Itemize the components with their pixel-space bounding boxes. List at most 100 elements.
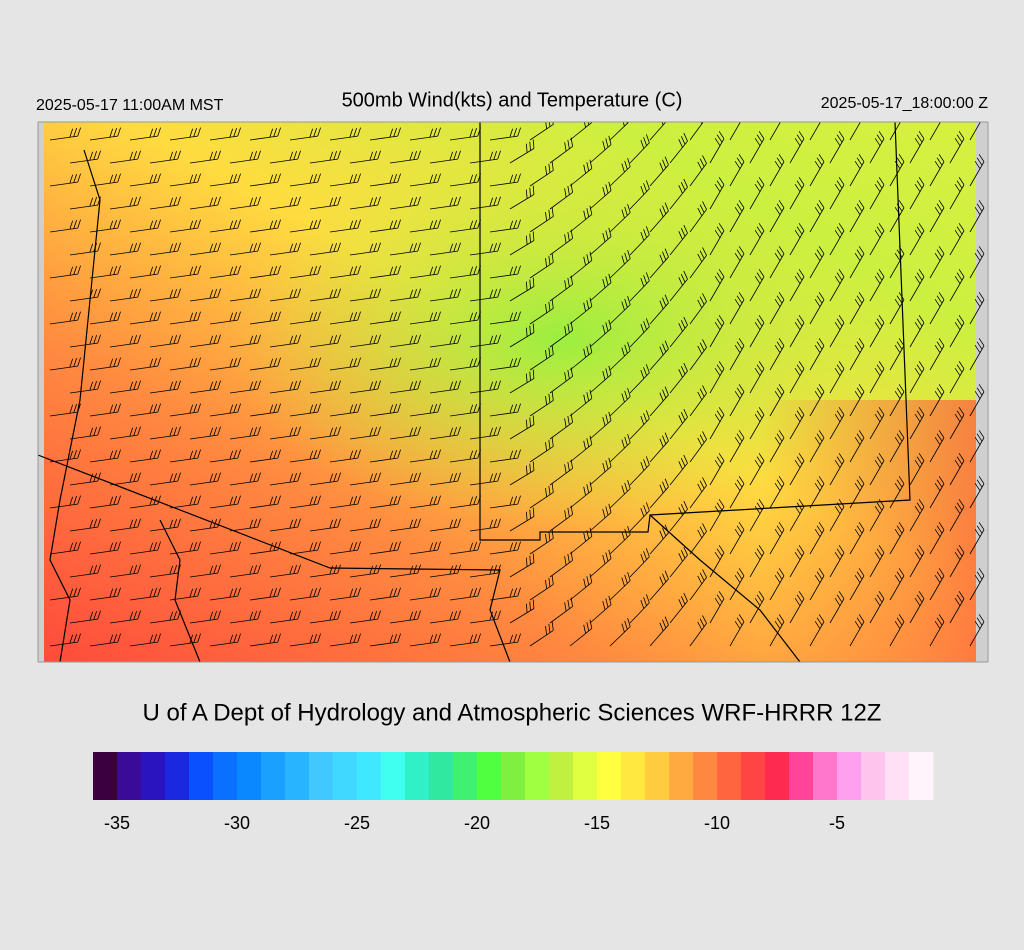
barb-feather [854,206,861,215]
barb-shaft [809,529,825,555]
wind-barb [569,573,593,601]
wind-barb [149,472,181,486]
wind-barb [769,614,785,647]
wind-barb [849,292,865,325]
barb-shaft [749,322,765,348]
barb-shaft [329,135,358,141]
wind-barb [449,403,481,417]
barb-feather [237,311,241,321]
barb-feather [697,253,703,263]
barb-feather [389,588,394,598]
barb-feather [429,634,434,644]
barb-feather [489,289,494,299]
wind-barb [349,288,381,302]
barb-feather [237,449,241,459]
barb-feather [640,369,645,379]
barb-shaft [449,549,478,555]
barb-feather [149,450,154,460]
barb-feather [173,427,177,436]
colorbar-swatch [117,752,142,800]
barb-feather [816,157,823,166]
wind-barb [429,518,461,532]
wind-barb [389,564,421,578]
barb-shaft [649,210,669,233]
barb-feather [758,315,765,323]
barb-feather [517,265,521,275]
barb-feather [409,243,414,253]
wind-barb [289,311,321,325]
wind-barb [249,495,281,509]
barb-feather [627,479,631,489]
barb-feather [273,128,277,137]
barb-feather [333,427,337,436]
wind-barb [889,522,905,555]
barb-feather [958,315,965,323]
barb-shaft [489,641,518,647]
wind-barb [309,196,341,210]
barb-shaft [229,250,258,256]
wind-barb [829,545,845,578]
barb-shaft [89,319,118,325]
barb-feather [437,219,441,229]
barb-feather [317,357,321,367]
barb-feather [513,312,517,321]
barb-feather [878,545,885,553]
barb-feather [69,496,74,506]
barb-shaft [69,342,98,348]
barb-feather [818,200,825,208]
barb-feather [177,564,181,574]
barb-feather [698,113,707,121]
barb-feather [662,573,667,583]
barb-shaft [69,434,98,440]
wind-barb [349,564,381,578]
barb-feather [938,384,945,392]
barb-feather [608,181,612,191]
wind-barb [229,610,261,624]
barb-feather [956,318,963,327]
barb-feather [233,266,237,275]
barb-feather [237,633,241,643]
barb-feather [621,439,625,449]
wind-barb [329,541,361,555]
barb-feather [896,525,903,534]
barb-feather [718,591,725,599]
barb-feather [754,183,761,192]
barb-feather [189,404,194,414]
wind-barb [829,453,845,486]
barb-feather [993,230,1002,237]
barb-feather [429,312,434,322]
wind-barb [369,495,401,509]
wind-barb [309,426,341,440]
wind-barb [549,367,573,394]
wind-barb [189,334,221,348]
barb-feather [978,200,985,208]
wind-barb [469,242,501,256]
wind-barb [249,311,281,325]
barb-feather [567,507,570,517]
barb-feather [796,548,803,557]
barb-feather [621,255,625,265]
barb-feather [277,495,281,505]
barb-feather [938,522,945,530]
barb-feather [680,595,686,605]
barb-feather [997,361,1006,368]
barb-feather [794,137,801,146]
barb-feather [716,410,723,419]
barb-feather [297,150,301,160]
barb-feather [209,519,214,529]
barb-feather [377,242,381,252]
barb-feather [934,436,941,445]
barb-shaft [389,204,418,210]
barb-shaft [129,595,158,601]
wind-barb [49,311,81,325]
barb-shaft [509,194,535,210]
barb-feather [77,403,81,413]
barb-feather [437,265,441,275]
barb-feather [369,427,374,437]
barb-feather [898,154,905,162]
barb-shaft [729,391,745,417]
barb-feather [177,380,181,390]
barb-shaft [589,282,612,302]
barb-feather [627,249,631,259]
barb-feather [413,381,417,390]
